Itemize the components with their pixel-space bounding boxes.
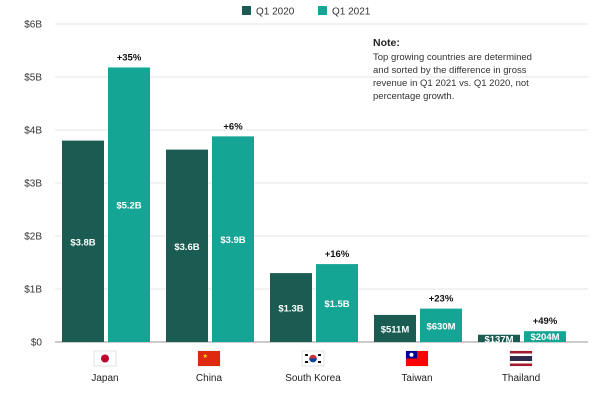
bar-value-label: $3.8B xyxy=(70,237,95,248)
bar-value-label: $5.2B xyxy=(116,201,141,212)
bar-q1-2021 xyxy=(212,136,254,342)
thailand-flag-icon xyxy=(509,350,533,367)
legend-label: Q1 2020 xyxy=(256,7,295,18)
legend: Q1 2020 Q1 2021 xyxy=(242,6,371,18)
x-axis: Japan ★ China South Korea Taiwan Thailand xyxy=(91,350,540,384)
growth-label: +16% xyxy=(325,249,350,260)
flag-stripe xyxy=(510,356,532,361)
y-tick-label: $0 xyxy=(31,338,43,349)
bars: $3.8B $5.2B +35% $3.6B $3.9B +6% $1.3B $1.5B +16… xyxy=(62,52,566,346)
y-tick-label: $3B xyxy=(24,179,42,190)
legend-label: Q1 2021 xyxy=(332,7,371,18)
y-tick-label: $4B xyxy=(24,126,42,137)
china-flag-icon: ★ xyxy=(197,350,221,367)
bar-q1-2021 xyxy=(524,331,566,342)
growth-label: +6% xyxy=(223,121,243,132)
flag-stripe xyxy=(510,363,532,366)
bar-value-label: $204M xyxy=(530,332,559,343)
bar-q1-2021 xyxy=(316,264,358,342)
legend-swatch xyxy=(242,6,251,15)
category-label: Thailand xyxy=(502,373,540,384)
bar-q1-2021 xyxy=(108,67,150,343)
bar-q1-2020 xyxy=(62,140,104,342)
note-title: Note: xyxy=(373,37,400,49)
bar-value-label: $3.9B xyxy=(220,235,245,246)
bar-value-label: $1.3B xyxy=(278,304,303,315)
flag-trigram xyxy=(305,354,308,356)
flag-trigram xyxy=(305,361,308,363)
flag-field xyxy=(198,351,220,366)
y-tick-label: $6B xyxy=(24,20,42,31)
category-label: China xyxy=(196,373,223,384)
flag-star: ★ xyxy=(203,353,208,360)
flag-taeguk-bottom xyxy=(309,358,317,363)
growth-label: +35% xyxy=(117,52,142,63)
bar-q1-2020 xyxy=(478,334,520,342)
bar-value-label: $1.5B xyxy=(324,299,349,310)
legend-swatch xyxy=(318,6,327,15)
growth-label: +23% xyxy=(429,294,454,305)
bar-value-label: $630M xyxy=(426,321,455,332)
category-label: Japan xyxy=(91,373,118,384)
note-box: Note: Top growing countries are determin… xyxy=(373,37,532,102)
bar-q1-2021 xyxy=(420,308,462,342)
south-korea-flag-icon xyxy=(301,350,325,367)
note-line-3: revenue in Q1 2021 vs. Q1 2020, not xyxy=(373,78,529,89)
flag-sun xyxy=(409,352,414,357)
bar-value-label: $137M xyxy=(484,335,513,346)
category-label: South Korea xyxy=(285,373,341,384)
growth-label: +49% xyxy=(533,316,558,327)
note-line-4: percentage growth. xyxy=(373,91,454,102)
note-line-1: Top growing countries are determined xyxy=(373,52,532,63)
y-tick-label: $2B xyxy=(24,232,42,243)
flag-stripe xyxy=(510,351,532,354)
bar-q1-2020 xyxy=(166,149,208,342)
note-line-2: and sorted by the difference in gross xyxy=(373,65,527,76)
category-label: Taiwan xyxy=(401,373,432,384)
taiwan-flag-icon xyxy=(405,350,429,367)
bar-value-label: $3.6B xyxy=(174,242,199,253)
y-tick-label: $1B xyxy=(24,285,42,296)
bar-q1-2020 xyxy=(374,314,416,342)
y-tick-label: $5B xyxy=(24,73,42,84)
y-axis: $0 $1B $2B $3B $4B $5B $6B xyxy=(24,20,42,349)
bar-value-label: $511M xyxy=(381,324,410,335)
japan-flag-icon xyxy=(93,350,117,367)
flag-trigram xyxy=(318,361,321,363)
flag-trigram xyxy=(318,354,321,356)
bar-q1-2020 xyxy=(270,273,312,342)
flag-disc xyxy=(101,354,109,363)
